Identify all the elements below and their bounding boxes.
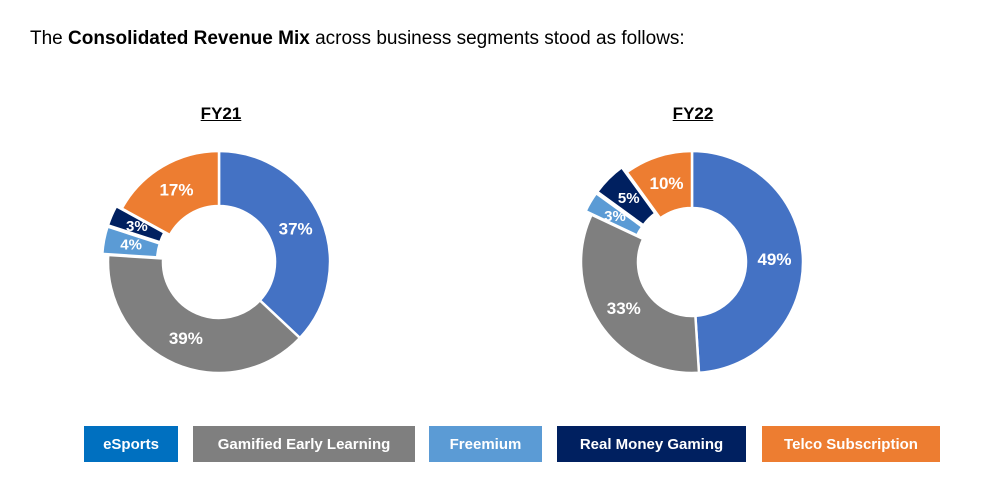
slice-label-fy21-real-money-gaming: 3% xyxy=(126,218,148,235)
slice-fy21-freemium xyxy=(100,224,162,259)
legend-gamified-early-learning: Gamified Early Learning xyxy=(193,426,415,462)
slice-label-fy22-freemium: 3% xyxy=(604,208,626,225)
legend-telco-subscription: Telco Subscription xyxy=(762,426,940,462)
slice-fy22-freemium xyxy=(583,191,645,238)
intro-sentence: The Consolidated Revenue Mix across busi… xyxy=(30,28,685,50)
slice-fy21-esports xyxy=(217,149,332,340)
slice-fy22-telco-subscription xyxy=(625,149,694,221)
slice-fy22-esports xyxy=(690,149,805,375)
slice-label-fy21-telco-subscription: 17% xyxy=(159,181,193,200)
slice-label-fy22-gamified-early-learning: 33% xyxy=(607,299,641,318)
legend-esports: eSports xyxy=(84,426,178,462)
slice-label-fy21-esports: 37% xyxy=(279,219,313,238)
slice-label-fy22-real-money-gaming: 5% xyxy=(618,190,640,207)
chart-title-fy22: FY22 xyxy=(672,104,714,123)
legend-real-money-gaming: Real Money Gaming xyxy=(557,426,746,462)
slice-fy22-gamified-early-learning xyxy=(579,213,701,375)
slice-fy21-gamified-early-learning xyxy=(106,253,302,375)
intro-prefix: The xyxy=(30,28,69,49)
slice-fy21-telco-subscription xyxy=(120,149,221,237)
chart-title-fy21: FY21 xyxy=(200,104,242,123)
slice-label-fy21-gamified-early-learning: 39% xyxy=(169,329,203,348)
slice-label-fy22-esports: 49% xyxy=(757,250,791,269)
intro-suffix: across business segments stood as follow… xyxy=(309,28,685,49)
slice-label-fy21-freemium: 4% xyxy=(120,237,142,254)
legend-freemium: Freemium xyxy=(429,426,542,462)
slice-label-fy22-telco-subscription: 10% xyxy=(649,174,683,193)
intro-emphasis: Consolidated Revenue Mix xyxy=(68,28,310,49)
